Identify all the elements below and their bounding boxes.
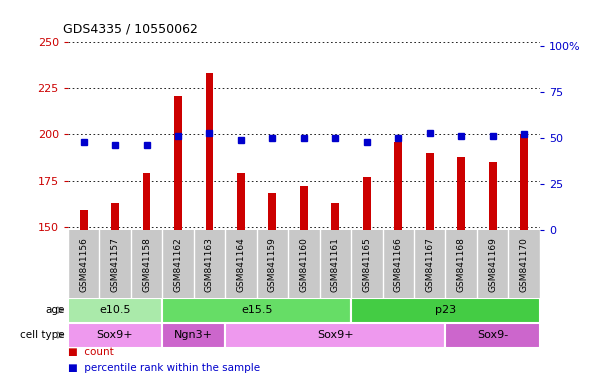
Text: e15.5: e15.5 xyxy=(241,305,273,315)
Text: GSM841167: GSM841167 xyxy=(425,237,434,292)
Text: GSM841156: GSM841156 xyxy=(79,237,88,292)
Bar xyxy=(426,153,434,230)
Bar xyxy=(520,134,528,230)
Text: Sox9+: Sox9+ xyxy=(317,330,353,340)
Text: GSM841164: GSM841164 xyxy=(237,237,245,292)
Text: GSM841165: GSM841165 xyxy=(362,237,371,292)
Text: GSM841158: GSM841158 xyxy=(142,237,151,292)
Bar xyxy=(351,298,540,323)
Bar xyxy=(268,194,276,230)
Bar xyxy=(162,323,225,348)
Bar xyxy=(80,210,87,230)
Bar xyxy=(445,323,540,348)
Text: GSM841159: GSM841159 xyxy=(268,237,277,292)
Text: GSM841157: GSM841157 xyxy=(110,237,120,292)
Bar xyxy=(394,142,402,230)
Text: GSM841168: GSM841168 xyxy=(457,237,466,292)
Text: Ngn3+: Ngn3+ xyxy=(174,330,213,340)
Text: GSM841160: GSM841160 xyxy=(299,237,309,292)
Bar xyxy=(68,298,162,323)
Text: GSM841163: GSM841163 xyxy=(205,237,214,292)
Text: e10.5: e10.5 xyxy=(99,305,131,315)
Text: ■  count: ■ count xyxy=(68,347,114,357)
Bar xyxy=(363,177,371,230)
Text: GDS4335 / 10550062: GDS4335 / 10550062 xyxy=(63,23,198,36)
Bar xyxy=(332,203,339,230)
Bar xyxy=(225,323,445,348)
Bar xyxy=(457,157,465,230)
Text: Sox9-: Sox9- xyxy=(477,330,508,340)
Text: p23: p23 xyxy=(435,305,456,315)
Bar xyxy=(300,186,308,230)
Bar xyxy=(111,203,119,230)
Bar xyxy=(205,73,214,230)
Text: GSM841169: GSM841169 xyxy=(488,237,497,292)
Text: age: age xyxy=(45,305,65,315)
Text: GSM841170: GSM841170 xyxy=(520,237,529,292)
Text: ■  percentile rank within the sample: ■ percentile rank within the sample xyxy=(68,362,260,372)
Text: GSM841161: GSM841161 xyxy=(331,237,340,292)
Bar xyxy=(143,173,150,230)
Bar xyxy=(237,173,245,230)
Text: Sox9+: Sox9+ xyxy=(97,330,133,340)
Text: cell type: cell type xyxy=(20,330,65,340)
Text: GSM841162: GSM841162 xyxy=(173,237,182,292)
Bar xyxy=(489,162,497,230)
Bar xyxy=(174,96,182,230)
Text: GSM841166: GSM841166 xyxy=(394,237,403,292)
Bar xyxy=(68,323,162,348)
Bar xyxy=(162,298,351,323)
